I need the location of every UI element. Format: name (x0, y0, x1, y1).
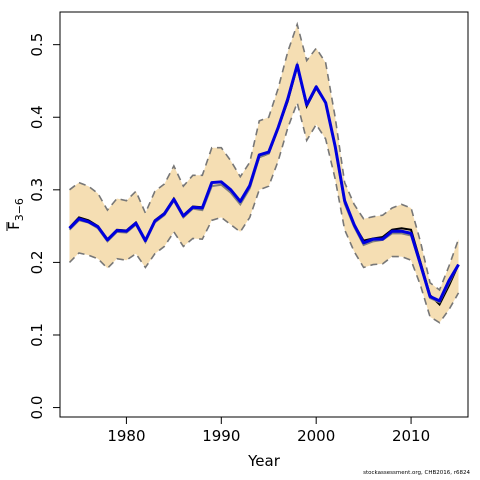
lower-bound-line (68, 100, 460, 324)
x-axis: 1980 1990 2000 2010 (107, 417, 430, 445)
y-axis-title-subscript: 3−6 (13, 198, 26, 221)
y-tick-label: 0.5 (28, 33, 46, 57)
y-axis: 0.0 0.1 0.2 0.3 0.4 0.5 (28, 33, 60, 420)
y-tick-label: 0.4 (28, 105, 46, 129)
footnote: stockassessment.org, CHB2016, r6824 (363, 470, 470, 476)
y-tick-label: 0.0 (28, 396, 46, 420)
x-tick-label: 1990 (202, 427, 240, 445)
y-tick-label: 0.3 (28, 178, 46, 202)
confidence-band (69, 24, 459, 323)
x-tick-label: 2010 (392, 427, 430, 445)
y-tick-label: 0.1 (28, 323, 46, 347)
plot-area (68, 21, 460, 324)
x-tick-label: 1980 (107, 427, 145, 445)
y-tick-label: 0.2 (28, 250, 46, 274)
plot-frame (59, 11, 469, 418)
y-axis-title: F3−6 (5, 198, 26, 230)
svg-text:F3−6: F3−6 (5, 198, 26, 230)
x-axis-title: Year (247, 452, 281, 470)
main-estimate-line (68, 63, 460, 303)
upper-bound-line (69, 21, 460, 292)
y-axis-title-main: F (5, 221, 23, 230)
x-tick-label: 2000 (297, 427, 335, 445)
